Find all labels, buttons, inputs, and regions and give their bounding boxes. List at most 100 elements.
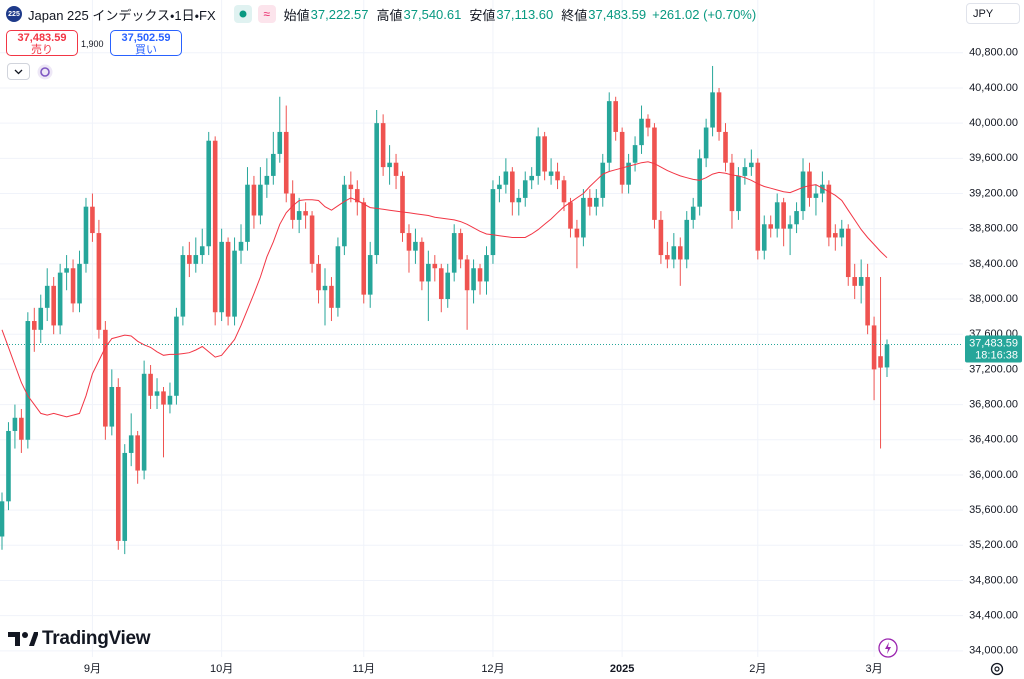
candle-body (774, 202, 780, 229)
refresh-icon[interactable] (37, 64, 53, 80)
candle-body (781, 202, 786, 229)
candle-body (387, 162, 392, 168)
price-tag-countdown: 18:16:38 (975, 349, 1018, 361)
candle-body (749, 162, 754, 168)
candle-body (639, 118, 644, 146)
settings-icon[interactable] (989, 661, 1005, 677)
candle-body (865, 277, 870, 326)
y-tick-label: 39,200.00 (969, 187, 1018, 199)
candle-body (587, 197, 593, 207)
open-value: 37,222.57 (310, 6, 369, 22)
candle-body (277, 131, 283, 154)
candle-body (77, 263, 82, 304)
currency-button[interactable]: JPY (966, 3, 1020, 24)
y-tick-label: 34,000.00 (969, 645, 1018, 657)
candle-body (490, 189, 496, 256)
x-tick-label: 3月 (866, 663, 883, 675)
price-tag-value: 37,483.59 (969, 337, 1018, 349)
candle-body (755, 162, 761, 251)
x-tick-label: 2月 (749, 663, 766, 675)
candle-body (290, 193, 295, 220)
candle-body (787, 224, 793, 229)
candle-body (19, 417, 24, 440)
candle-body (264, 175, 270, 185)
low-label: 安値 (469, 7, 496, 23)
candle-body (199, 246, 205, 256)
candle-body (103, 329, 108, 427)
candle-body (212, 140, 218, 313)
y-tick-label: 36,400.00 (969, 434, 1018, 446)
candle-body (25, 321, 31, 440)
spread: 1,900 (81, 39, 104, 49)
candle-body (361, 202, 367, 295)
candle-body (852, 277, 858, 286)
candle-body (154, 391, 160, 396)
candle-body (458, 233, 463, 260)
candle-body (703, 127, 709, 159)
candle-body (309, 215, 315, 264)
candle-body (258, 184, 263, 216)
sell-price: 37,483.59 (17, 32, 67, 44)
candle-body (432, 263, 438, 269)
candle-body (174, 316, 179, 396)
sell-label: 売り (31, 44, 53, 56)
candle-body (736, 175, 741, 212)
candle-body (167, 395, 173, 405)
candle-body (329, 285, 334, 308)
candle-body (141, 373, 147, 471)
alert-icon[interactable] (878, 638, 898, 658)
candle-body (0, 501, 5, 537)
candle-body (594, 197, 599, 207)
price-tag (965, 335, 1022, 363)
candle-body (51, 285, 56, 326)
candle-body (38, 307, 44, 330)
candle-body (716, 92, 722, 132)
candle-body (820, 184, 825, 194)
candle-body (251, 184, 257, 216)
candle-body (561, 180, 567, 203)
buy-price: 37,502.59 (121, 32, 171, 44)
candle-body (438, 268, 444, 300)
candle-body (12, 417, 18, 431)
candle-body (619, 131, 625, 185)
candle-body (426, 263, 431, 282)
sell-button[interactable]: 37,483.59 売り (6, 30, 78, 56)
close-label: 終値 (561, 7, 588, 23)
candle-body (613, 101, 618, 132)
collapse-button[interactable] (7, 63, 30, 80)
buy-button[interactable]: 37,502.59 買い (110, 30, 182, 56)
candle-body (238, 241, 244, 251)
candle-body (161, 391, 166, 405)
high-value: 37,540.61 (403, 6, 462, 22)
candle-body (180, 255, 186, 317)
x-tick-label: 9月 (84, 663, 101, 675)
candle-body (464, 259, 470, 291)
candle-body (606, 101, 612, 163)
candle-body (813, 193, 819, 198)
header: 225 Japan 225 インデックス・1日・FX ≈ 始値 37,222.57… (6, 4, 756, 24)
candle-body (665, 255, 670, 260)
candle-body (723, 131, 728, 163)
candle-body (354, 189, 360, 203)
candle-body (871, 325, 877, 370)
y-tick-label: 40,400.00 (969, 82, 1018, 94)
candle-body (219, 241, 224, 313)
candle-body (548, 171, 554, 176)
grid (0, 0, 963, 657)
symbol-title[interactable]: Japan 225 インデックス・1日・FX (28, 7, 216, 23)
candle-body (232, 250, 237, 317)
y-tick-label: 40,000.00 (969, 117, 1018, 129)
candle-body (826, 184, 832, 238)
status-button[interactable] (233, 5, 252, 23)
candle-body (858, 277, 864, 286)
candle-body (225, 241, 231, 317)
y-tick-label: 36,800.00 (969, 398, 1018, 410)
candle-body (70, 268, 76, 304)
candle-body (600, 162, 606, 198)
candle-body (800, 171, 806, 212)
candle-body (833, 233, 838, 238)
y-tick-label: 40,800.00 (969, 47, 1018, 59)
candle-body (245, 184, 250, 242)
candle-body (645, 118, 651, 128)
compare-button[interactable]: ≈ (257, 5, 276, 23)
